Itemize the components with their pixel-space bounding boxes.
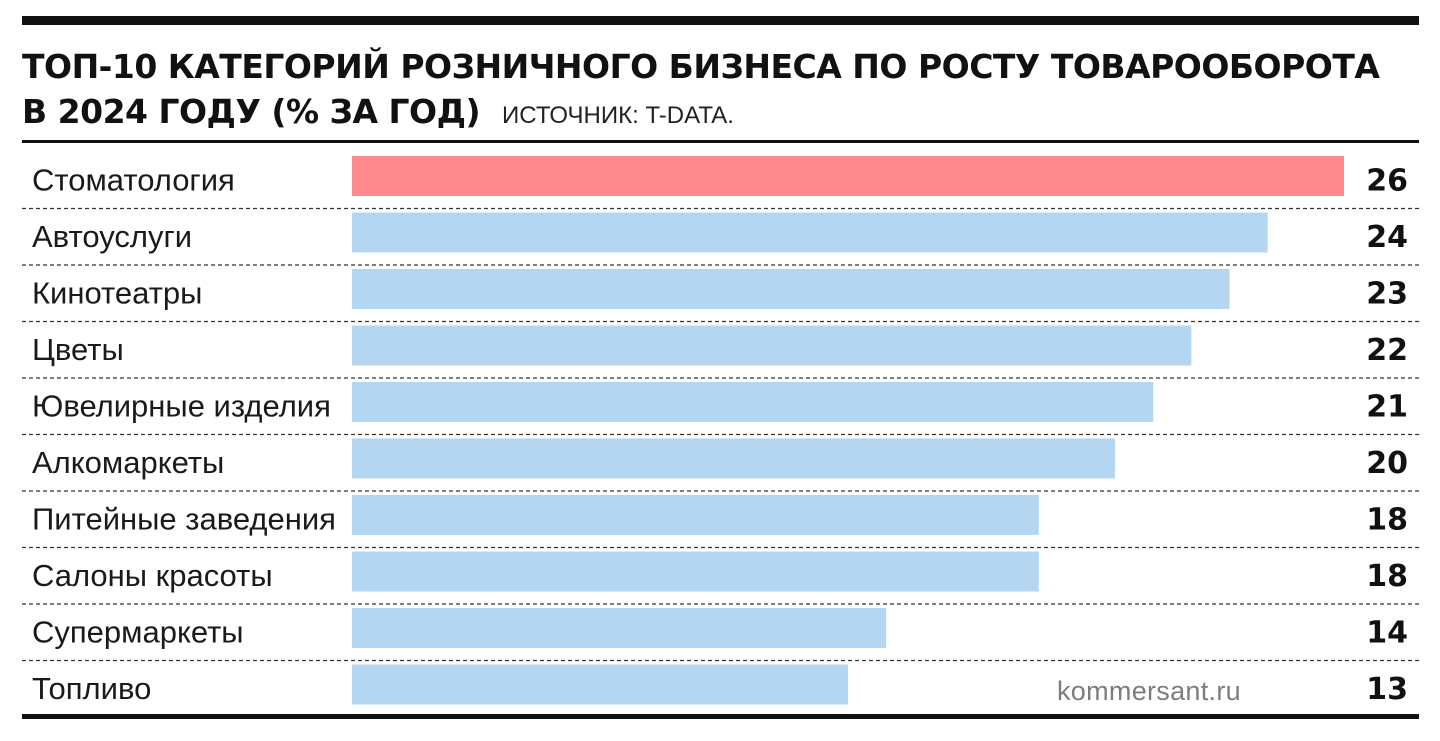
chart-title: ТОП-10 КАТЕГОРИЙ РОЗНИЧНОГО БИЗНЕСА ПО Р…: [22, 44, 1412, 138]
category-label: Ювелирные изделия: [32, 388, 331, 423]
category-label: Стоматология: [32, 162, 235, 197]
bar-row-4: [352, 382, 1154, 422]
category-label: Автоуслуги: [32, 219, 192, 254]
value-label: 14: [1366, 615, 1408, 650]
bar-row-0: [352, 156, 1344, 196]
category-label: Алкомаркеты: [32, 445, 224, 480]
value-label: 18: [1366, 559, 1408, 594]
header-rule: [22, 140, 1419, 143]
bar-row-2: [352, 269, 1230, 309]
source-note: ИСТОЧНИК: T-DATA.: [502, 102, 734, 129]
category-label: Супермаркеты: [32, 614, 244, 649]
value-label: 22: [1366, 333, 1408, 368]
bar-row-7: [352, 551, 1039, 592]
value-label: 20: [1366, 446, 1408, 481]
category-label: Питейные заведения: [32, 501, 336, 536]
value-label: 21: [1366, 389, 1408, 424]
bar-row-9: [352, 664, 848, 705]
title-line-1: ТОП-10 КАТЕГОРИЙ РОЗНИЧНОГО БИЗНЕСА ПО Р…: [22, 47, 1380, 86]
bar-row-8: [352, 608, 887, 648]
title-line-2-text: В 2024 ГОДУ (% ЗА ГОД): [22, 92, 481, 131]
value-label: 26: [1366, 163, 1408, 198]
bar-row-6: [352, 495, 1039, 535]
bottom-rule: [22, 714, 1419, 719]
value-label: 24: [1366, 220, 1408, 255]
value-label: 13: [1366, 672, 1408, 707]
category-label: Салоны красоты: [32, 558, 273, 593]
category-label: Кинотеатры: [32, 275, 202, 310]
title-line-2: В 2024 ГОДУ (% ЗА ГОД) ИСТОЧНИК: T-DATA.: [22, 89, 1412, 138]
value-label: 18: [1366, 502, 1408, 537]
category-label: Цветы: [32, 332, 124, 367]
bar-row-5: [352, 438, 1116, 479]
category-label: Топливо: [32, 671, 151, 706]
bar-row-3: [352, 325, 1192, 366]
top-rule: [22, 16, 1419, 25]
bar-row-1: [352, 212, 1268, 253]
watermark-kommersant: kommersant.ru: [1057, 676, 1241, 706]
value-label: 23: [1366, 276, 1408, 311]
